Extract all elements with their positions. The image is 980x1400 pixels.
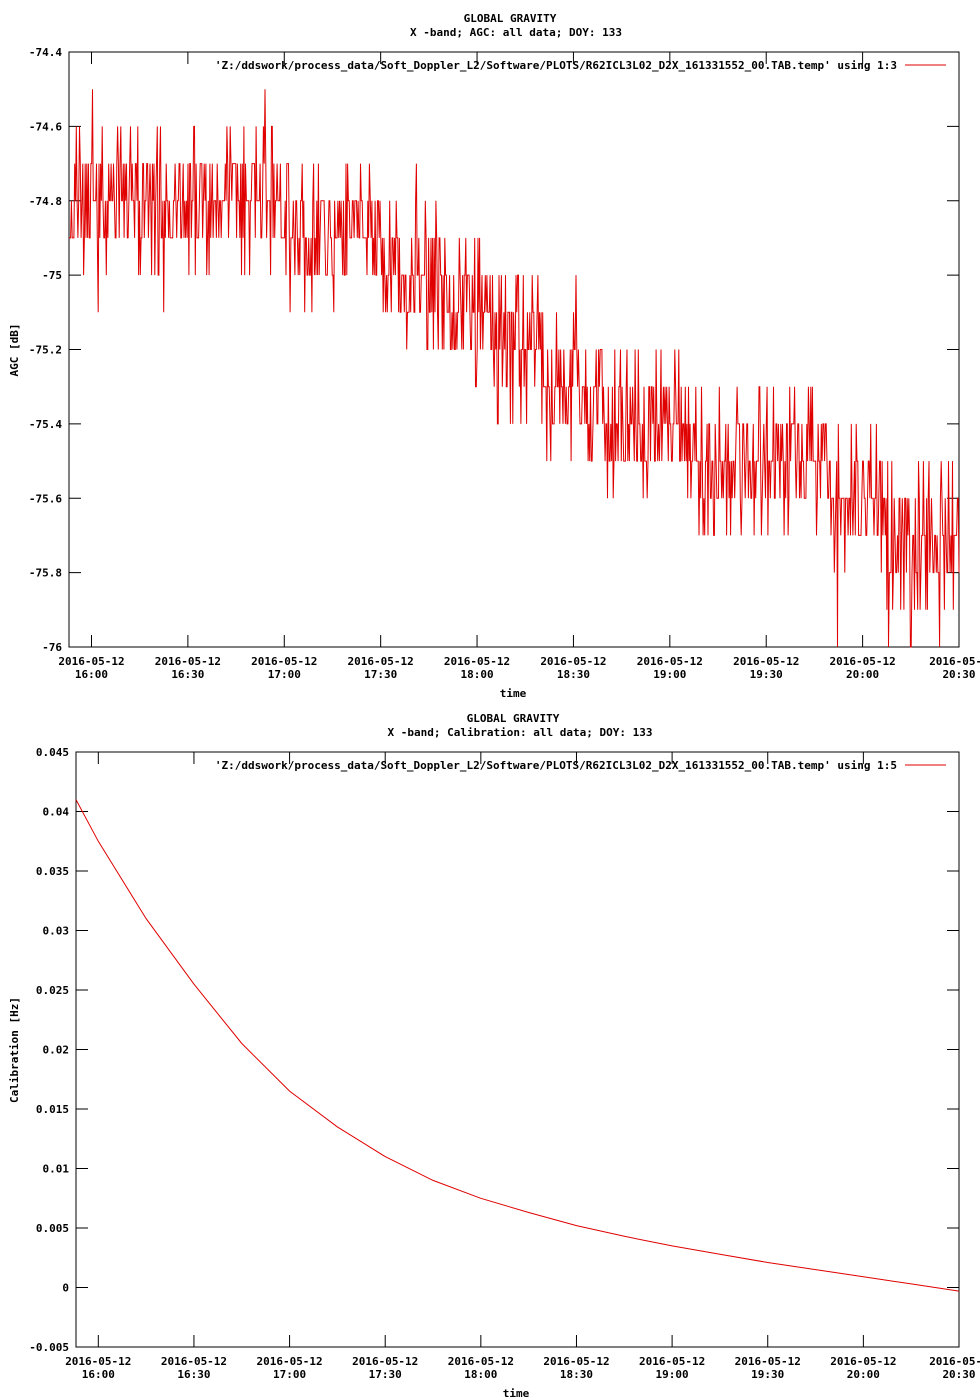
chart-title: GLOBAL GRAVITY	[467, 712, 560, 725]
x-tick-label-date: 2016-05-1	[929, 1355, 980, 1368]
x-tick-label-date: 2016-05-12	[639, 1355, 705, 1368]
y-axis-label: Calibration [Hz]	[8, 997, 21, 1103]
series-line	[69, 89, 960, 648]
x-tick-label-time: 20:00	[847, 1368, 880, 1381]
x-tick-label-time: 16:00	[82, 1368, 115, 1381]
x-tick-label-time: 16:30	[171, 668, 204, 681]
x-axis-label: time	[500, 687, 527, 700]
x-tick-label-time: 17:30	[369, 1368, 402, 1381]
x-tick-label-time: 17:00	[268, 668, 301, 681]
x-tick-label-time: 19:30	[750, 668, 783, 681]
x-axis-label: time	[503, 1387, 530, 1400]
agc-chart: GLOBAL GRAVITY X -band; AGC: all data; D…	[8, 12, 980, 700]
y-tick-label: 0.04	[43, 806, 70, 819]
chart-title: GLOBAL GRAVITY	[464, 12, 557, 25]
y-tick-label: -74.8	[29, 195, 62, 208]
x-tick-label-date: 2016-05-12	[348, 655, 414, 668]
legend: 'Z:/ddswork/process_data/Soft_Doppler_L2…	[215, 59, 946, 72]
chart-subtitle: X -band; AGC: all data; DOY: 133	[410, 26, 622, 39]
y-tick-label: -75	[42, 269, 62, 282]
x-tick-label-date: 2016-05-12	[637, 655, 703, 668]
legend: 'Z:/ddswork/process_data/Soft_Doppler_L2…	[215, 759, 946, 772]
y-tick-label: -74.4	[29, 46, 62, 59]
x-tick-label-time: 16:00	[75, 668, 108, 681]
y-tick-label: 0.025	[36, 984, 69, 997]
y-tick-label: -0.005	[29, 1341, 69, 1354]
x-tick-label-time: 17:30	[364, 668, 397, 681]
x-tick-label-time: 19:30	[751, 1368, 784, 1381]
y-tick-label: 0.045	[36, 746, 69, 759]
x-tick-label-time: 16:30	[177, 1368, 210, 1381]
x-tick-label-date: 2016-05-12	[543, 1355, 609, 1368]
x-tick-label-time: 18:00	[464, 1368, 497, 1381]
y-tick-label: -75.2	[29, 344, 62, 357]
x-tick-label-time: 17:00	[273, 1368, 306, 1381]
x-tick-label-date: 2016-05-12	[251, 655, 317, 668]
legend-label: 'Z:/ddswork/process_data/Soft_Doppler_L2…	[215, 759, 897, 772]
x-tick-label-date: 2016-05-12	[733, 655, 799, 668]
legend-label: 'Z:/ddswork/process_data/Soft_Doppler_L2…	[215, 59, 897, 72]
plot-border	[75, 751, 960, 1348]
x-tick-label-time: 18:30	[560, 1368, 593, 1381]
x-tick-label-date: 2016-05-12	[735, 1355, 801, 1368]
x-tick-label-date: 2016-05-12	[448, 1355, 514, 1368]
x-tick-label-date: 2016-05-12	[58, 655, 124, 668]
y-tick-label: 0.035	[36, 865, 69, 878]
chart-subtitle: X -band; Calibration: all data; DOY: 133	[388, 726, 653, 739]
y-tick-label: -75.6	[29, 492, 62, 505]
x-tick-label-time: 18:00	[460, 668, 493, 681]
y-tick-label: 0.02	[43, 1044, 70, 1057]
y-tick-label: -75.4	[29, 418, 62, 431]
x-tick-label-date: 2016-05-12	[444, 655, 510, 668]
y-axis-label: AGC [dB]	[8, 324, 21, 377]
y-tick-label: 0.03	[43, 925, 70, 938]
x-tick-label-date: 2016-05-12	[830, 1355, 896, 1368]
y-tick-label: 0.015	[36, 1103, 69, 1116]
x-tick-label-time: 18:30	[557, 668, 590, 681]
x-tick-label-date: 2016-05-12	[829, 655, 895, 668]
y-tick-label: -75.8	[29, 567, 62, 580]
x-tick-label-time: 20:30	[942, 668, 975, 681]
x-tick-label-date: 2016-05-12	[352, 1355, 418, 1368]
y-tick-label: 0	[62, 1282, 69, 1295]
x-tick-label-date: 2016-05-12	[540, 655, 606, 668]
x-tick-label-time: 19:00	[653, 668, 686, 681]
series-line	[75, 799, 960, 1292]
x-tick-label-time: 20:30	[942, 1368, 975, 1381]
calibration-chart: GLOBAL GRAVITY X -band; Calibration: all…	[8, 712, 980, 1400]
y-tick-label: -74.6	[29, 120, 62, 133]
y-tick-label: 0.005	[36, 1222, 69, 1235]
x-tick-label-date: 2016-05-12	[256, 1355, 322, 1368]
y-tick-label: -76	[42, 641, 62, 654]
y-tick-label: 0.01	[43, 1163, 70, 1176]
x-tick-label-date: 2016-05-12	[161, 1355, 227, 1368]
x-tick-label-time: 20:00	[846, 668, 879, 681]
x-tick-label-date: 2016-05-1	[929, 655, 980, 668]
x-tick-label-date: 2016-05-12	[155, 655, 221, 668]
x-tick-label-date: 2016-05-12	[65, 1355, 131, 1368]
x-tick-label-time: 19:00	[656, 1368, 689, 1381]
